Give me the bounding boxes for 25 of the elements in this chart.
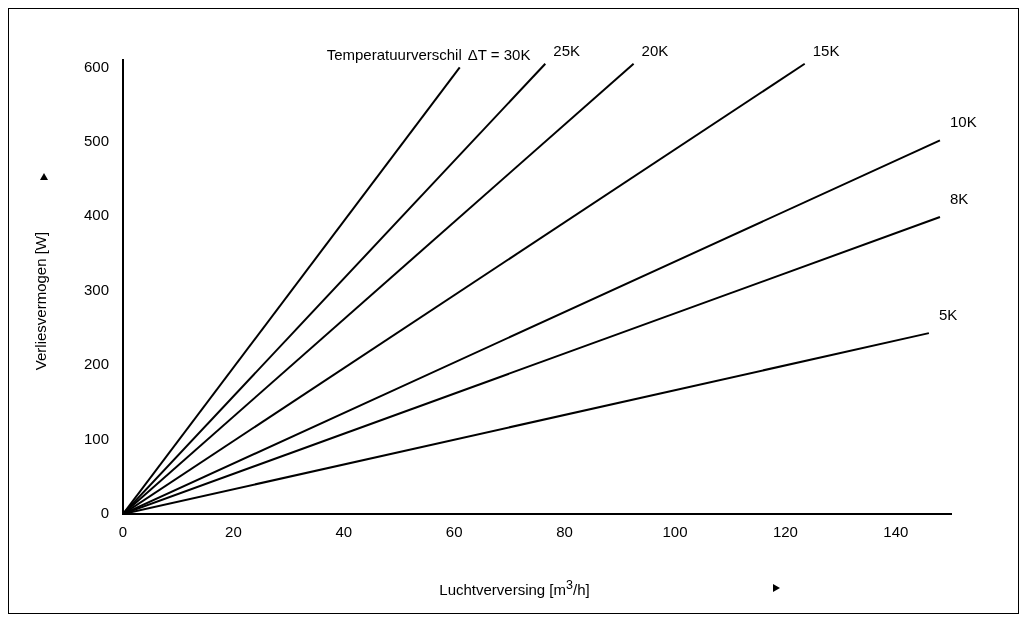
x-axis-title: Luchtverversing [m$^{3}$/h] [438, 578, 591, 598]
series-label: ΔT = 30K [467, 46, 531, 64]
x-tick-label: 60 [445, 523, 463, 541]
series-label: 25K [553, 42, 580, 60]
y-tick-label: 300 [84, 280, 110, 298]
series-label: 10K [949, 113, 977, 131]
series-label: 15K [812, 42, 840, 60]
y-tick-label: 400 [84, 206, 110, 224]
x-tick-label: 40 [335, 523, 353, 541]
y-tick-label: 200 [84, 355, 110, 373]
x-tick-label: 20 [225, 523, 242, 541]
x-tick-label: 120 [772, 523, 798, 541]
x-tick-label: 0 [118, 523, 128, 541]
y-tick-label: 0 [100, 504, 110, 522]
x-tick-label: 80 [556, 523, 573, 541]
series-label: 5K [938, 305, 958, 323]
y-tick-label: 500 [84, 132, 110, 150]
y-tick-label: 100 [84, 429, 110, 447]
y-tick-label: 600 [84, 57, 110, 75]
y-axis-title: Verliesvermogen [W] [31, 231, 49, 371]
series-label: 20K [641, 42, 669, 60]
x-tick-label: 140 [883, 523, 909, 541]
x-tick-label: 100 [662, 523, 688, 541]
annotation: Temperatuurverschil [326, 46, 462, 64]
series-label: 8K [949, 189, 969, 207]
